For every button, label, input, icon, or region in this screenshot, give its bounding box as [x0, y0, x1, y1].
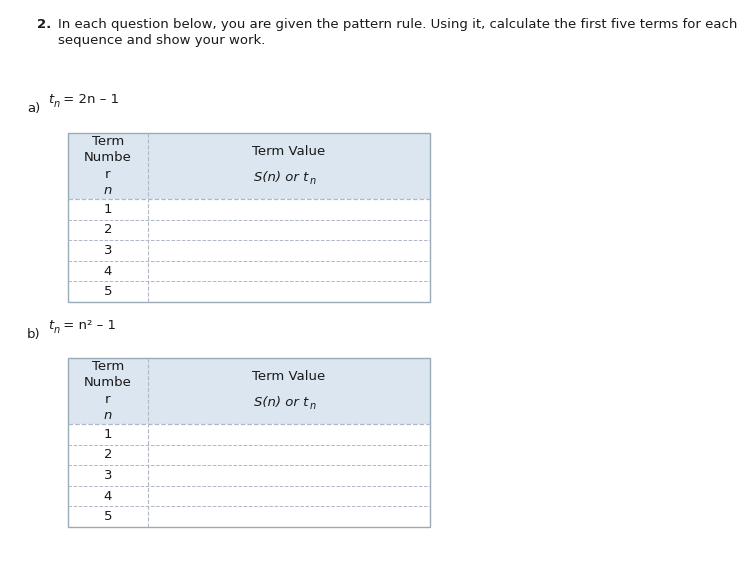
Text: Numbe: Numbe — [84, 151, 132, 164]
Text: S(n) or t: S(n) or t — [254, 397, 308, 409]
Text: n: n — [54, 325, 60, 335]
Text: 2: 2 — [103, 223, 112, 237]
Bar — [68, 133, 148, 199]
Text: 4: 4 — [103, 265, 112, 277]
Text: 1: 1 — [103, 428, 112, 441]
Text: 1: 1 — [103, 203, 112, 216]
Text: sequence and show your work.: sequence and show your work. — [58, 34, 265, 47]
Bar — [148, 133, 430, 199]
Bar — [68, 507, 430, 527]
Text: t: t — [48, 319, 53, 332]
Text: a): a) — [27, 102, 40, 115]
Text: = n² – 1: = n² – 1 — [59, 319, 116, 332]
Bar — [148, 358, 430, 424]
Text: = 2n – 1: = 2n – 1 — [59, 93, 119, 106]
Bar — [68, 240, 430, 261]
Text: n: n — [103, 409, 112, 422]
Bar — [68, 133, 430, 302]
Text: n: n — [310, 176, 316, 186]
Text: 2: 2 — [103, 448, 112, 461]
Bar — [68, 199, 430, 219]
Text: 5: 5 — [103, 510, 112, 523]
Bar — [68, 281, 430, 302]
Text: Term: Term — [91, 135, 124, 148]
Bar — [68, 465, 430, 486]
Text: Term Value: Term Value — [252, 145, 326, 158]
Text: r: r — [105, 168, 111, 180]
Bar — [68, 358, 148, 424]
Text: r: r — [105, 393, 111, 406]
Text: Term: Term — [91, 360, 124, 373]
Text: n: n — [54, 99, 60, 109]
Text: b): b) — [27, 328, 40, 341]
Bar — [68, 358, 430, 527]
Text: n: n — [310, 401, 316, 411]
Text: 3: 3 — [103, 469, 112, 482]
Text: 5: 5 — [103, 285, 112, 298]
Text: 2.: 2. — [37, 18, 51, 31]
Bar — [68, 261, 430, 281]
Bar — [68, 219, 430, 240]
Bar — [68, 424, 430, 445]
Text: Term Value: Term Value — [252, 370, 326, 383]
Bar — [68, 445, 430, 465]
Text: In each question below, you are given the pattern rule. Using it, calculate the : In each question below, you are given th… — [58, 18, 737, 31]
Text: 4: 4 — [103, 489, 112, 503]
Text: S(n) or t: S(n) or t — [254, 171, 308, 185]
Text: t: t — [48, 93, 53, 106]
Text: n: n — [103, 184, 112, 197]
Text: Numbe: Numbe — [84, 376, 132, 389]
Text: 3: 3 — [103, 244, 112, 257]
Bar — [68, 486, 430, 507]
